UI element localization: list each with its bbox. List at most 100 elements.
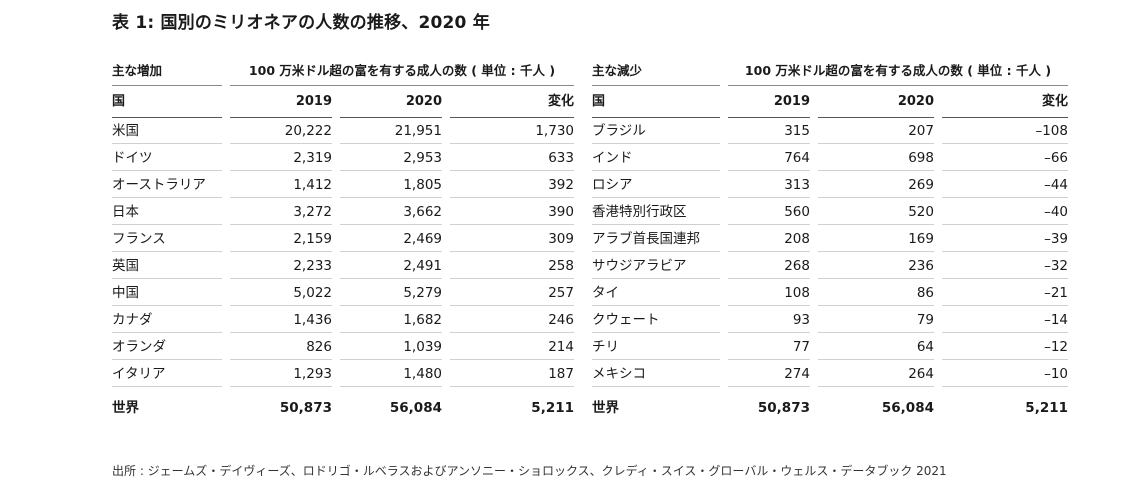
cell-2019: 268 — [728, 253, 810, 279]
cell-change: 257 — [450, 280, 574, 306]
cell-2019: 3,272 — [230, 199, 332, 225]
cell-2020: 698 — [818, 145, 934, 171]
cell-change: –14 — [942, 307, 1068, 333]
cell-country: オランダ — [112, 334, 222, 360]
cell-country: 中国 — [112, 280, 222, 306]
col-header-2019: 2019 — [728, 86, 810, 118]
span-header: 100 万米ドル超の富を有する成人の数 ( 単位 : 千人 ) — [728, 56, 1068, 86]
col-header-change: 変化 — [450, 86, 574, 118]
cell-change: 633 — [450, 145, 574, 171]
cell-2020: 2,491 — [340, 253, 442, 279]
cell-2019: 208 — [728, 226, 810, 252]
cell-change: 392 — [450, 172, 574, 198]
cell-2019: 560 — [728, 199, 810, 225]
cell-change: 309 — [450, 226, 574, 252]
cell-2020: 21,951 — [340, 118, 442, 144]
span-header: 100 万米ドル超の富を有する成人の数 ( 単位 : 千人 ) — [230, 56, 574, 86]
total-label: 世界 — [112, 400, 139, 416]
cell-2020: 1,039 — [340, 334, 442, 360]
cell-change: –44 — [942, 172, 1068, 198]
col-header-2020: 2020 — [340, 86, 442, 118]
cell-2019: 2,319 — [230, 145, 332, 171]
cell-2020: 1,805 — [340, 172, 442, 198]
cell-2020: 79 — [818, 307, 934, 333]
cell-country: 香港特別行政区 — [592, 199, 720, 225]
cell-country: クウェート — [592, 307, 720, 333]
cell-2020: 5,279 — [340, 280, 442, 306]
cell-2019: 108 — [728, 280, 810, 306]
col-header-country: 国 — [112, 86, 222, 118]
cell-country: タイ — [592, 280, 720, 306]
cell-change: 214 — [450, 334, 574, 360]
cell-2019: 2,159 — [230, 226, 332, 252]
total-2020: 56,084 — [389, 400, 442, 416]
cell-2020: 169 — [818, 226, 934, 252]
cell-change: –12 — [942, 334, 1068, 360]
cell-2020: 269 — [818, 172, 934, 198]
cell-2020: 86 — [818, 280, 934, 306]
cell-country: ブラジル — [592, 118, 720, 144]
cell-2019: 93 — [728, 307, 810, 333]
cell-2020: 1,480 — [340, 361, 442, 387]
cell-2019: 5,022 — [230, 280, 332, 306]
cell-2019: 1,293 — [230, 361, 332, 387]
cell-change: –10 — [942, 361, 1068, 387]
cell-2019: 313 — [728, 172, 810, 198]
cell-2019: 274 — [728, 361, 810, 387]
cell-country: 米国 — [112, 118, 222, 144]
cell-country: サウジアラビア — [592, 253, 720, 279]
cell-change: 187 — [450, 361, 574, 387]
cell-change: 1,730 — [450, 118, 574, 144]
group-label: 主な増加 — [112, 56, 222, 86]
cell-country: カナダ — [112, 307, 222, 333]
cell-change: –108 — [942, 118, 1068, 144]
cell-country: メキシコ — [592, 361, 720, 387]
cell-country: チリ — [592, 334, 720, 360]
cell-2019: 2,233 — [230, 253, 332, 279]
cell-change: 246 — [450, 307, 574, 333]
cell-country: オーストラリア — [112, 172, 222, 198]
cell-change: 258 — [450, 253, 574, 279]
cell-country: ドイツ — [112, 145, 222, 171]
cell-country: ロシア — [592, 172, 720, 198]
cell-2020: 207 — [818, 118, 934, 144]
cell-2019: 1,412 — [230, 172, 332, 198]
total-change: 5,211 — [1025, 400, 1068, 416]
col-header-change: 変化 — [942, 86, 1068, 118]
cell-2019: 826 — [230, 334, 332, 360]
col-header-2020: 2020 — [818, 86, 934, 118]
cell-country: 日本 — [112, 199, 222, 225]
cell-2020: 236 — [818, 253, 934, 279]
cell-2020: 520 — [818, 199, 934, 225]
cell-country: イタリア — [112, 361, 222, 387]
cell-change: –39 — [942, 226, 1068, 252]
cell-2019: 1,436 — [230, 307, 332, 333]
cell-2019: 77 — [728, 334, 810, 360]
col-header-2019: 2019 — [230, 86, 332, 118]
cell-change: 390 — [450, 199, 574, 225]
group-label: 主な減少 — [592, 56, 720, 86]
cell-change: –40 — [942, 199, 1068, 225]
cell-2020: 264 — [818, 361, 934, 387]
cell-2020: 2,953 — [340, 145, 442, 171]
total-2019: 50,873 — [757, 400, 810, 416]
total-label: 世界 — [592, 400, 619, 416]
cell-change: –66 — [942, 145, 1068, 171]
total-2020: 56,084 — [881, 400, 934, 416]
cell-change: –21 — [942, 280, 1068, 306]
cell-2019: 764 — [728, 145, 810, 171]
cell-2020: 3,662 — [340, 199, 442, 225]
cell-2020: 1,682 — [340, 307, 442, 333]
cell-country: フランス — [112, 226, 222, 252]
total-2019: 50,873 — [279, 400, 332, 416]
cell-2019: 315 — [728, 118, 810, 144]
cell-2020: 64 — [818, 334, 934, 360]
cell-2019: 20,222 — [230, 118, 332, 144]
col-header-country: 国 — [592, 86, 720, 118]
cell-change: –32 — [942, 253, 1068, 279]
cell-country: インド — [592, 145, 720, 171]
cell-2020: 2,469 — [340, 226, 442, 252]
page-title: 表 1: 国別のミリオネアの人数の推移、2020 年 — [112, 13, 490, 33]
cell-country: アラブ首長国連邦 — [592, 226, 720, 252]
total-change: 5,211 — [531, 400, 574, 416]
